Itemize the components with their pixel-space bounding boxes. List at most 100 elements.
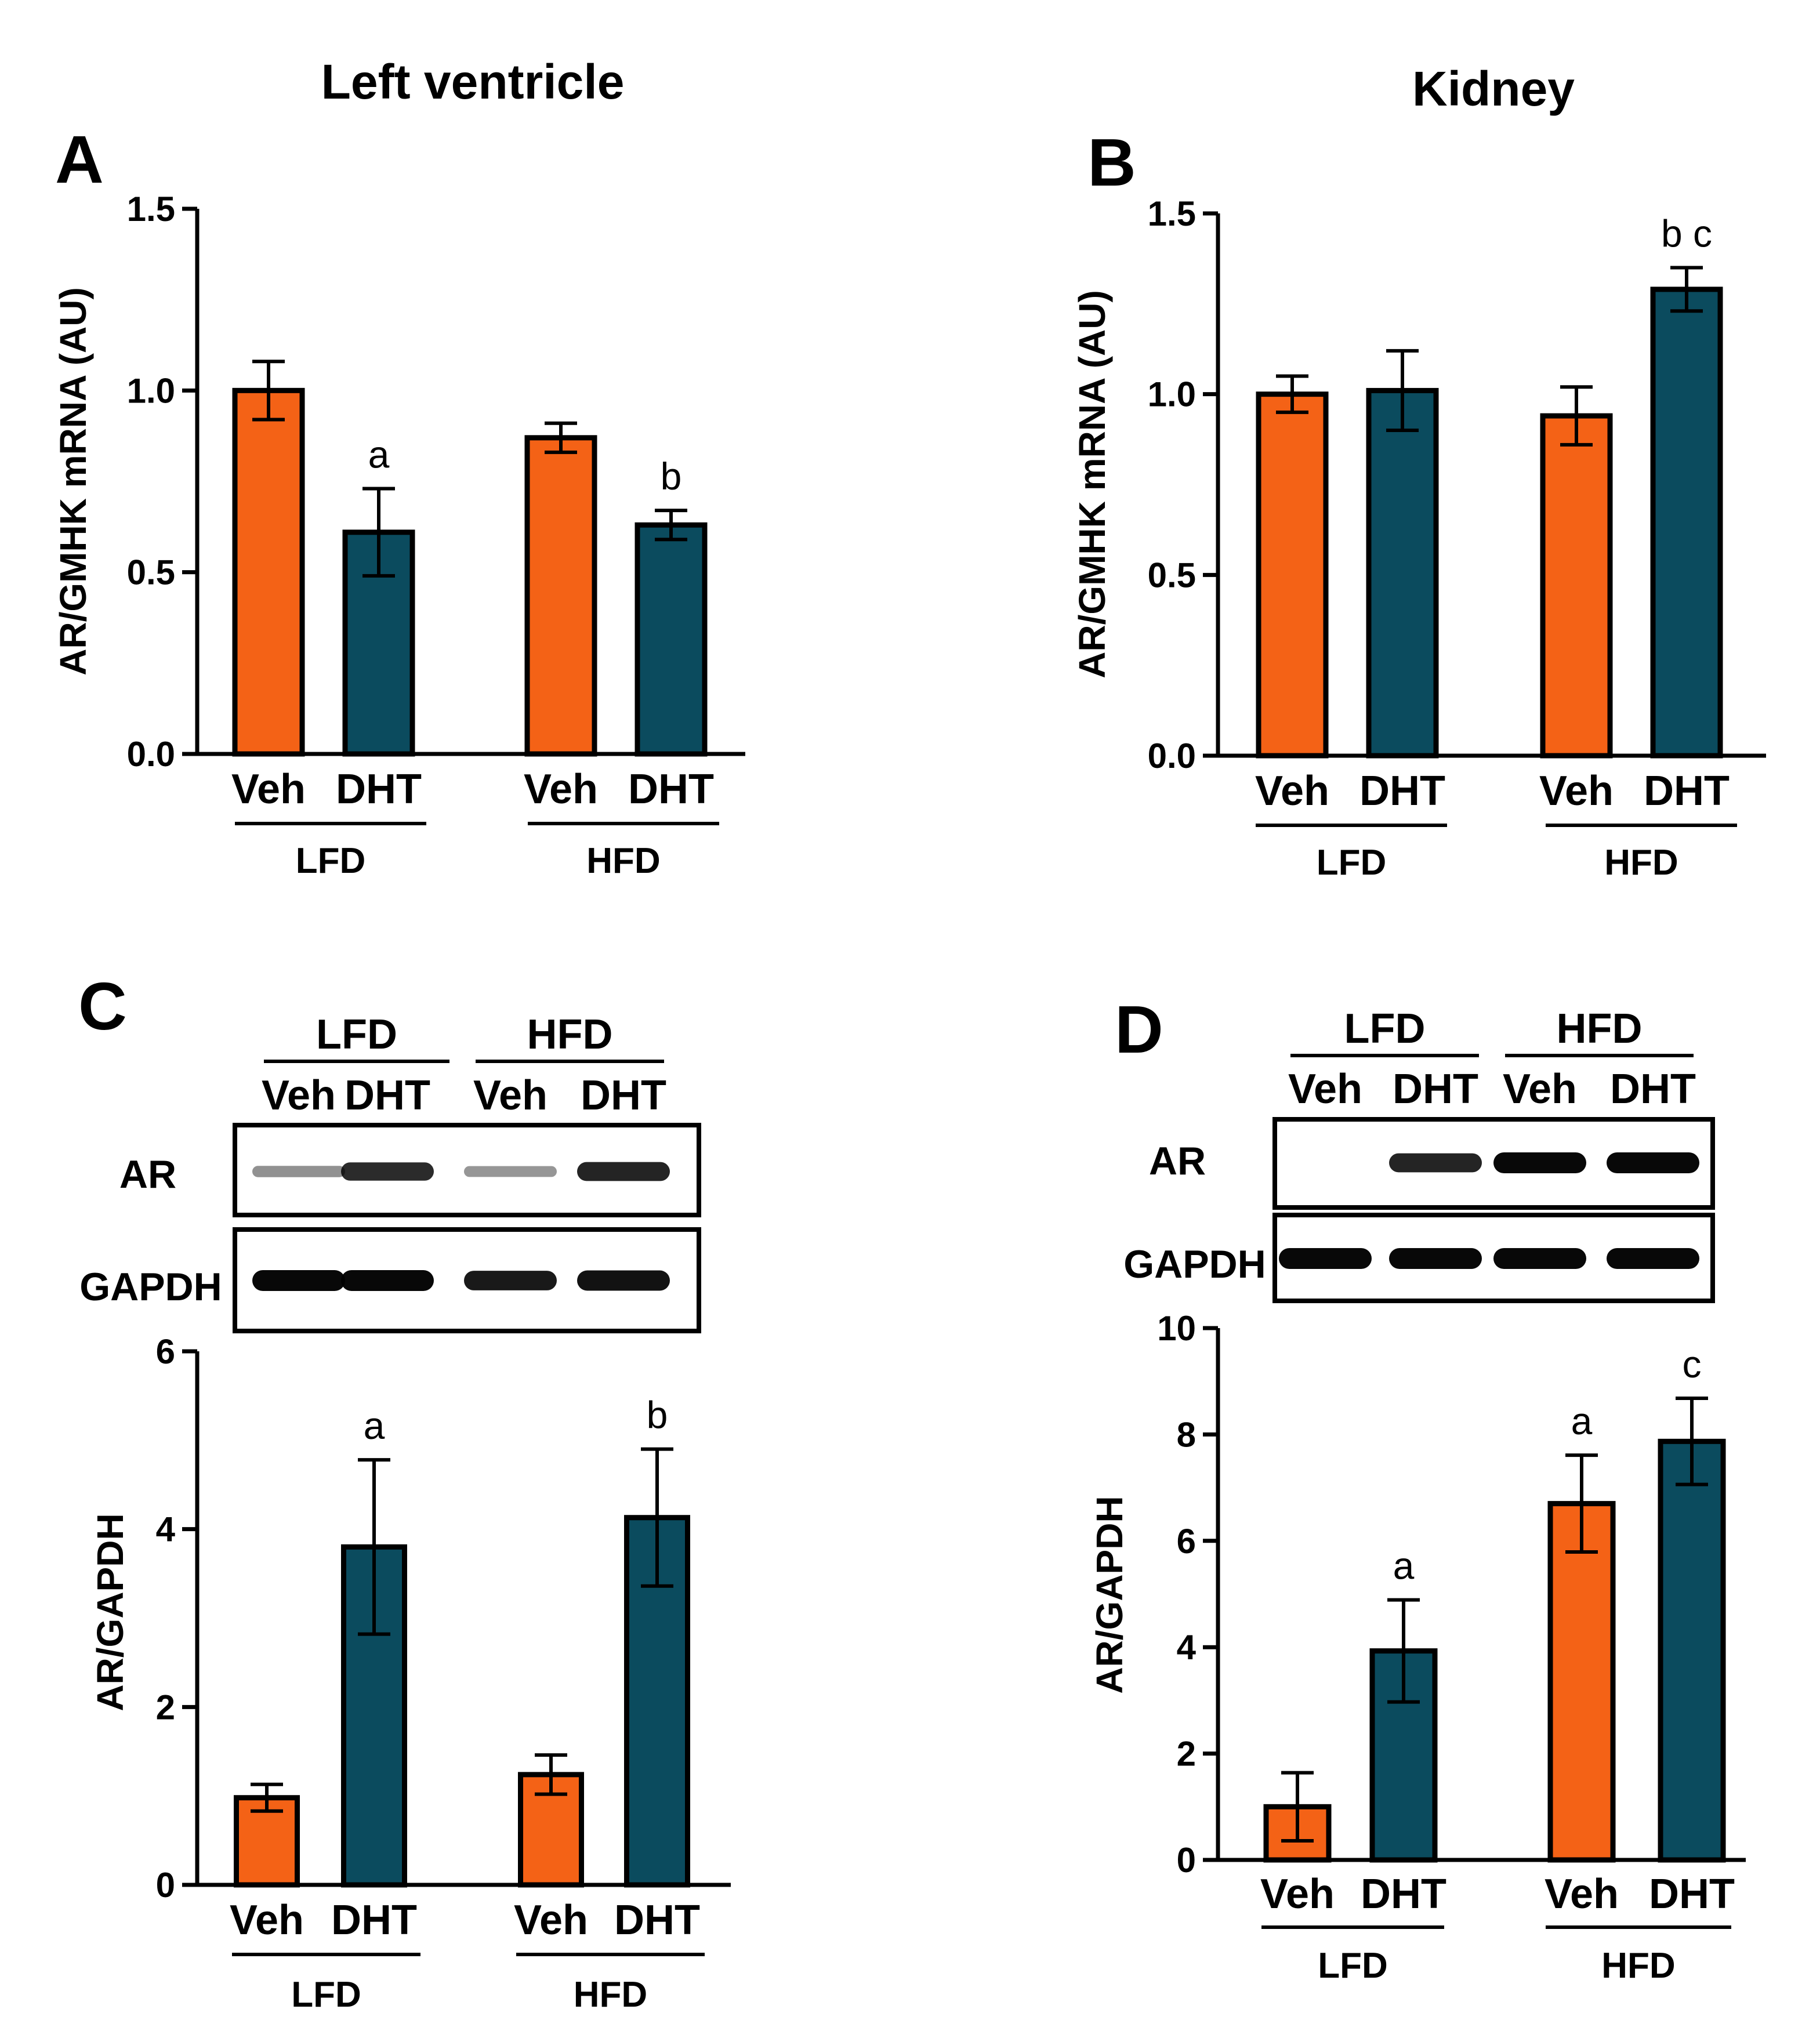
panel-label: C — [78, 969, 127, 1044]
category-label: DHT — [1644, 768, 1730, 814]
y-axis-label: AR/GMHK mRNA (AU) — [1071, 290, 1113, 679]
y-tick-label: 4 — [1177, 1628, 1197, 1667]
blot-lane-label: Veh — [262, 1072, 336, 1119]
blot-band — [1493, 1248, 1586, 1269]
blot-lane-label: DHT — [1610, 1066, 1696, 1112]
panel-title: Kidney — [1412, 61, 1575, 116]
y-tick-label: 1.0 — [1148, 375, 1196, 414]
category-label: Veh — [1260, 1871, 1335, 1917]
y-tick-label: 8 — [1177, 1415, 1196, 1454]
y-tick-label: 10 — [1157, 1309, 1196, 1348]
significance-label: b — [647, 1394, 668, 1437]
panel-title: Left ventricle — [321, 55, 625, 109]
group-label: LFD — [296, 841, 366, 881]
category-label: DHT — [331, 1897, 417, 1943]
blot-lane-label: Veh — [473, 1072, 548, 1119]
blot-lane-label: Veh — [1503, 1066, 1577, 1112]
blot-band — [1607, 1248, 1699, 1269]
significance-label: a — [364, 1404, 385, 1447]
group-label: LFD — [291, 1975, 361, 2015]
category-label: Veh — [1545, 1871, 1619, 1917]
y-axis-label: AR/GMHK mRNA (AU) — [52, 287, 94, 676]
group-label: LFD — [1318, 1946, 1388, 1986]
y-tick-label: 4 — [156, 1510, 176, 1549]
y-tick-label: 1.5 — [1148, 194, 1196, 233]
bar-veh — [524, 435, 597, 757]
panel-label: D — [1115, 992, 1163, 1067]
blot-band — [341, 1270, 434, 1291]
blot-band — [464, 1166, 557, 1177]
blot-band — [1493, 1152, 1586, 1173]
significance-label: b — [661, 455, 682, 498]
significance-label: c — [1683, 1343, 1702, 1386]
y-tick-label: 2 — [1177, 1735, 1196, 1774]
y-tick-label: 0.5 — [1148, 556, 1196, 594]
blot-group-label: LFD — [316, 1011, 397, 1058]
bar-dht — [1658, 1438, 1726, 1863]
category-label: Veh — [1539, 768, 1614, 814]
bar-dht — [1366, 387, 1439, 759]
blot-band — [252, 1270, 345, 1291]
group-label: HFD — [1601, 1946, 1675, 1986]
category-label: DHT — [614, 1897, 700, 1943]
bar-veh — [1547, 1501, 1616, 1863]
y-tick-label: 0.5 — [127, 553, 175, 592]
y-tick-label: 0 — [1177, 1841, 1196, 1880]
y-tick-label: 0.0 — [127, 735, 175, 774]
blot-band — [1607, 1152, 1699, 1173]
category-label: DHT — [1649, 1871, 1735, 1917]
category-label: DHT — [1361, 1871, 1446, 1917]
y-axis-label: AR/GAPDH — [89, 1513, 131, 1711]
bar-dht — [1650, 287, 1723, 759]
y-tick-label: 1.0 — [127, 371, 175, 410]
significance-label: b c — [1661, 212, 1712, 255]
blot-group-label: HFD — [527, 1011, 613, 1058]
y-tick-label: 6 — [1177, 1522, 1196, 1561]
panel-label: A — [55, 122, 104, 197]
group-label: HFD — [586, 841, 660, 881]
panel-d: D 0 2 4 6 8 10 AR/GAPDH Veh a DHT a Veh c DHT LFD HFD LFD… — [1089, 992, 1746, 1986]
blot-lane-label: DHT — [345, 1072, 430, 1119]
y-axis-label: AR/GAPDH — [1089, 1496, 1130, 1693]
blot-group-label: HFD — [1557, 1006, 1643, 1052]
y-tick-label: 2 — [156, 1688, 175, 1727]
panel-b: B Kidney 0.0 0.5 1.0 1.5 AR/GMHK mRNA (AU) Veh D… — [1071, 61, 1766, 883]
category-label: DHT — [1359, 768, 1445, 814]
category-label: DHT — [628, 766, 714, 813]
y-tick-label: 0 — [156, 1866, 175, 1905]
y-tick-label: 0.0 — [1148, 737, 1196, 775]
category-label: DHT — [336, 766, 422, 813]
significance-label: a — [1571, 1399, 1593, 1442]
blot-row-label: AR — [1149, 1139, 1206, 1183]
blot-band — [577, 1162, 670, 1181]
blot-band — [464, 1271, 557, 1290]
significance-label: a — [1393, 1544, 1415, 1587]
blot-lane-label: DHT — [581, 1072, 666, 1119]
blot-lane-label: DHT — [1393, 1066, 1478, 1112]
bar-dht — [635, 522, 708, 757]
blot-band — [577, 1270, 670, 1291]
blot-band — [341, 1162, 434, 1181]
blot-band — [1389, 1153, 1482, 1173]
category-label: Veh — [514, 1897, 588, 1943]
category-label: Veh — [231, 766, 306, 813]
group-label: HFD — [1604, 843, 1678, 883]
blot-row-label: GAPDH — [79, 1265, 222, 1309]
group-label: LFD — [1317, 843, 1387, 883]
blot-row-label: GAPDH — [1123, 1242, 1266, 1286]
blot-group-label: LFD — [1344, 1006, 1426, 1052]
blot-lane-label: Veh — [1288, 1066, 1362, 1112]
bar-veh — [1540, 413, 1613, 759]
category-label: Veh — [524, 766, 598, 813]
category-label: Veh — [1255, 768, 1329, 814]
blot-row-label: AR — [119, 1152, 176, 1196]
blot-band — [1279, 1248, 1372, 1269]
category-label: Veh — [230, 1897, 304, 1943]
bar-veh — [232, 387, 305, 757]
group-label: HFD — [574, 1975, 647, 2015]
blot-band — [1389, 1248, 1482, 1269]
y-tick-label: 1.5 — [127, 190, 175, 229]
significance-label: a — [368, 433, 390, 476]
